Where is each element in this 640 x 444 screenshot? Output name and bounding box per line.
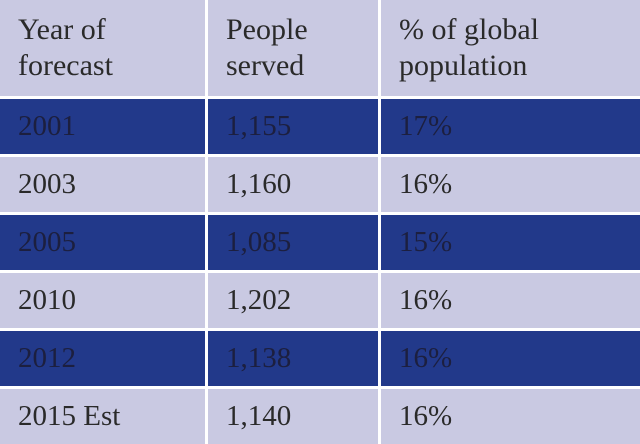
table-cell: 1,138 [208, 331, 378, 386]
table-cell: 2010 [0, 273, 205, 328]
table-cell: 16% [381, 157, 640, 212]
header-cell: Year of forecast [0, 0, 205, 96]
table-body: 2001 1,155 17% 2003 1,160 16% 2005 1,085 15% 2010… [0, 99, 640, 444]
table-row: 2005 1,085 15% [0, 215, 640, 270]
table-cell: 1,085 [208, 215, 378, 270]
table-cell: 2015 Est [0, 389, 205, 444]
table-cell: 1,155 [208, 99, 378, 154]
table-cell: 1,140 [208, 389, 378, 444]
table-cell: 16% [381, 331, 640, 386]
table-cell: 16% [381, 273, 640, 328]
table-row: 2010 1,202 16% [0, 273, 640, 328]
header-cell: People served [208, 0, 378, 96]
table-row: 2001 1,155 17% [0, 99, 640, 154]
table-cell: 17% [381, 99, 640, 154]
table-cell: 2001 [0, 99, 205, 154]
table-row: 2012 1,138 16% [0, 331, 640, 386]
table-cell: 2012 [0, 331, 205, 386]
table-cell: 15% [381, 215, 640, 270]
table-cell: 2003 [0, 157, 205, 212]
table-row: 2015 Est 1,140 16% [0, 389, 640, 444]
table-cell: 1,160 [208, 157, 378, 212]
table-cell: 16% [381, 389, 640, 444]
header-cell: % of global population [381, 0, 640, 96]
header-row: Year of forecast People served% of global… [0, 0, 640, 96]
table-cell: 2005 [0, 215, 205, 270]
table-cell: 1,202 [208, 273, 378, 328]
table-row: 2003 1,160 16% [0, 157, 640, 212]
